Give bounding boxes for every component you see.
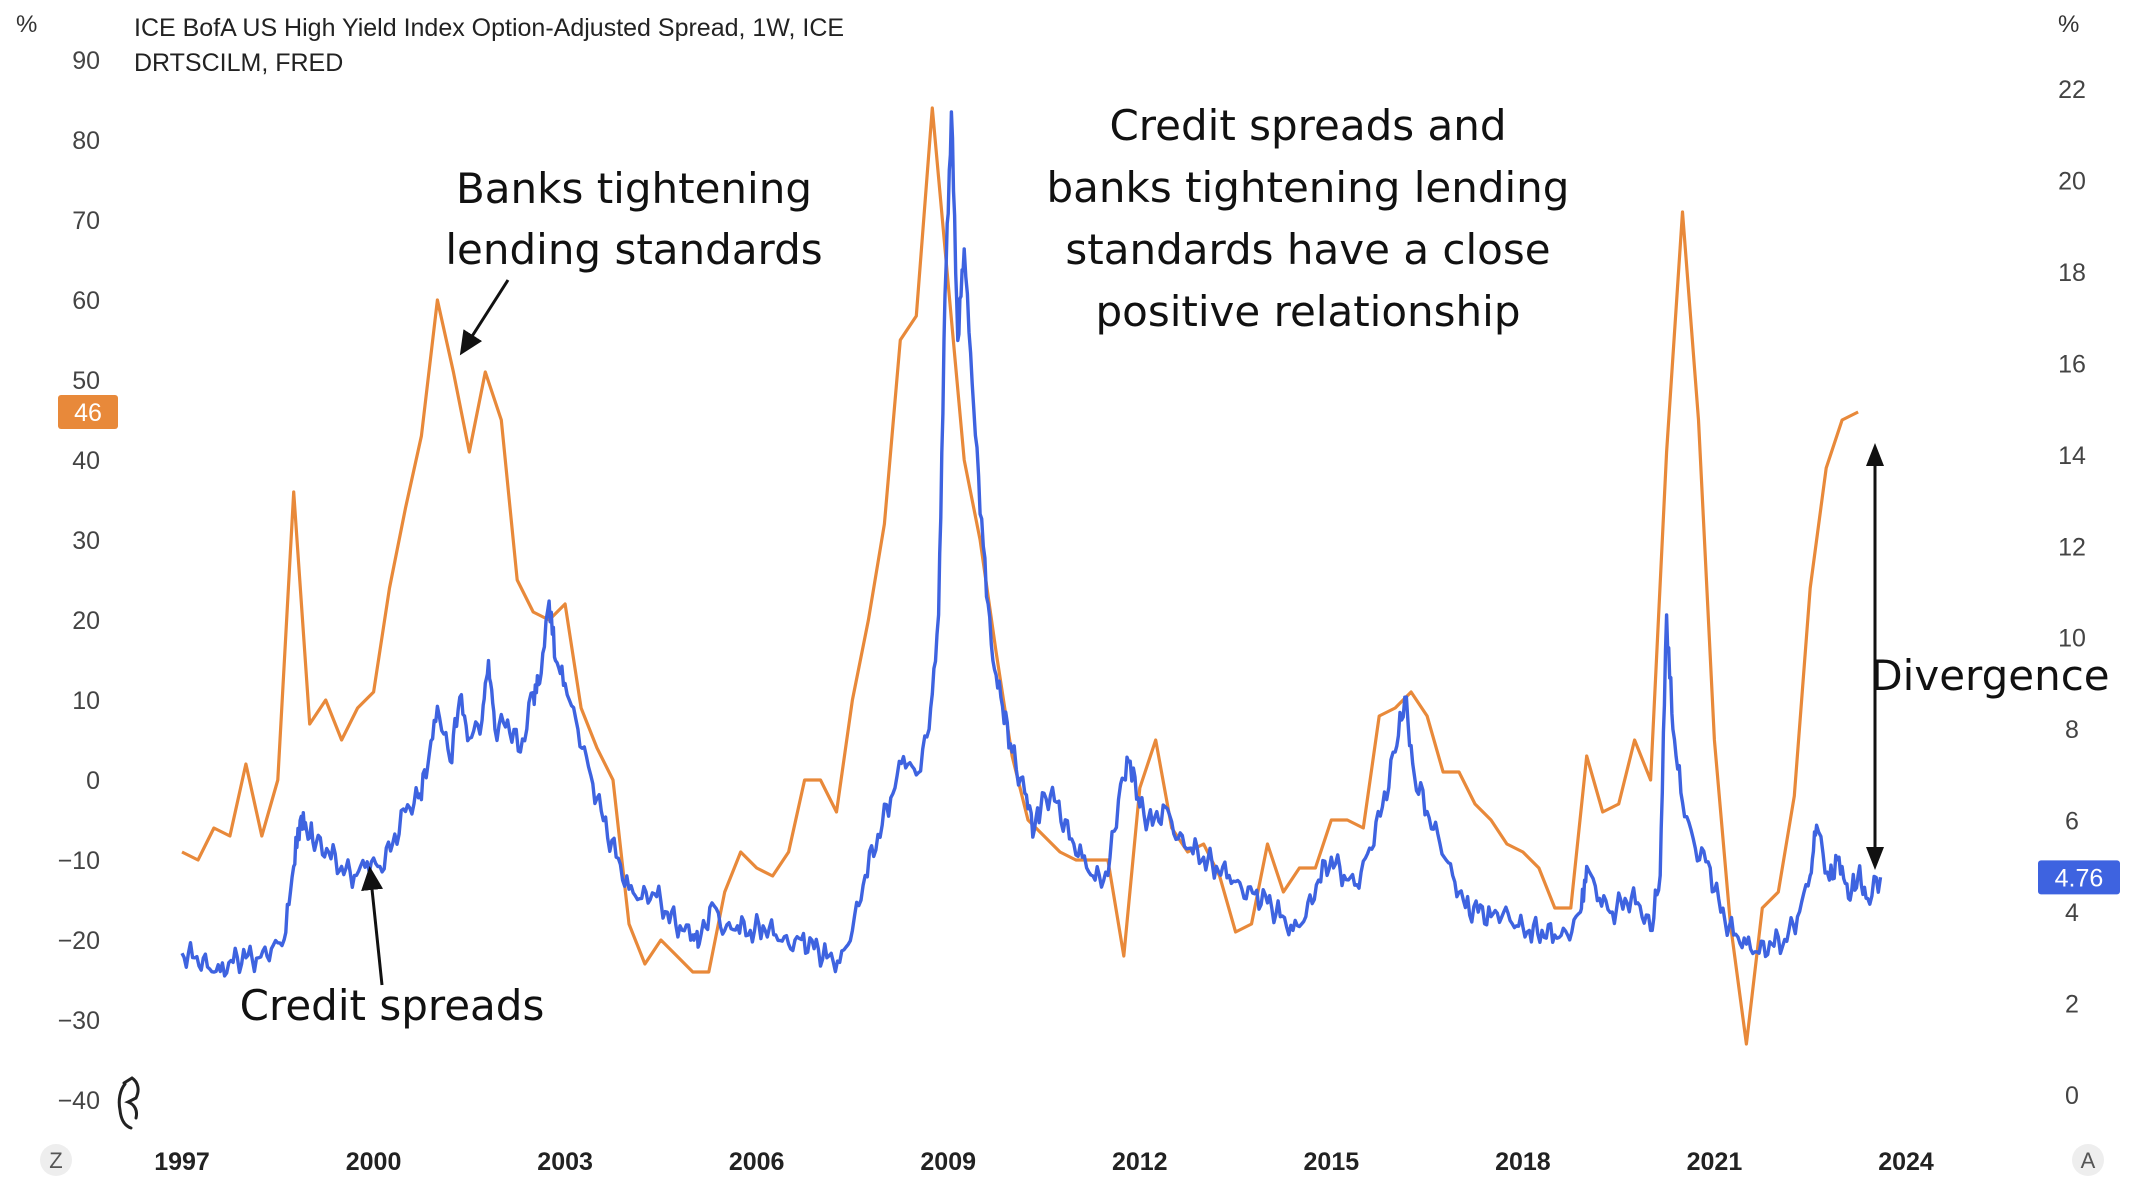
x-tick-label: 2015 [1304,1148,1360,1176]
right-tick-label: 16 [2058,350,2086,378]
right-tick-label: 10 [2058,625,2086,653]
x-tick-label: 2006 [729,1148,785,1176]
svg-text:Z: Z [49,1148,62,1173]
x-tick-label: 2018 [1495,1148,1551,1176]
right-last-value-badge: 4.76 [2038,860,2120,895]
left-last-value-badge: 46 [58,395,118,429]
banks-annotation-arrow [459,279,510,356]
left-tick-label: 80 [72,127,100,155]
x-tick-label: 2012 [1112,1148,1168,1176]
left-tick-label: 90 [72,47,100,75]
right-tick-label: 2 [2065,991,2079,1019]
right-tick-label: 14 [2058,442,2086,470]
right-tick-label: 18 [2058,259,2086,287]
right-tick-label: 8 [2065,716,2079,744]
series-credit-spreads-line [180,110,1883,978]
left-tick-label: 0 [86,767,100,795]
left-tick-label: 70 [72,207,100,235]
left-tick-label: −30 [58,1007,100,1035]
credit-annotation: Credit spreads [240,866,545,1030]
right-tick-label: 22 [2058,76,2086,104]
banks-annotation-line1: Banks tightening [456,164,812,213]
right-axis-unit: % [2058,11,2079,38]
banks-annotation: Banks tightening lending standards [445,164,823,356]
left-tick-label: 60 [72,287,100,315]
credit-annotation-text: Credit spreads [240,981,545,1030]
x-tick-label: 2021 [1687,1148,1743,1176]
right-tick-label: 6 [2065,808,2079,836]
relationship-annotation-line1: Credit spreads and [1109,101,1506,150]
left-tick-label: 20 [72,607,100,635]
chart-title-line1: ICE BofA US High Yield Index Option-Adju… [134,14,844,42]
relationship-annotation-line2: banks tightening lending [1047,163,1570,212]
divergence-annotation: Divergence [1866,443,2110,870]
right-tick-label: 20 [2058,167,2086,195]
banks-annotation-line2: lending standards [445,225,822,274]
left-tick-label: 10 [72,687,100,715]
credit-annotation-arrow [361,866,384,986]
left-tick-label: −10 [58,847,100,875]
chart-title-line2: DRTSCILM, FRED [134,49,343,77]
x-tick-label: 2000 [346,1148,402,1176]
hand-logo-icon [117,1076,140,1130]
x-tick-label: 2009 [920,1148,976,1176]
divergence-arrow-bottom-head [1866,847,1884,870]
divergence-arrow-top-head [1866,443,1884,466]
svg-text:4.76: 4.76 [2055,864,2104,892]
relationship-annotation-line4: positive relationship [1096,287,1521,336]
auto-scale-button[interactable]: A [2072,1144,2104,1176]
left-tick-label: 40 [72,447,100,475]
svg-text:A: A [2081,1148,2096,1173]
x-tick-label: 2003 [537,1148,593,1176]
relationship-annotation-line3: standards have a close [1065,225,1550,274]
relationship-annotation: Credit spreads and banks tightening lend… [1047,101,1570,336]
left-tick-label: 30 [72,527,100,555]
right-tick-label: 4 [2065,899,2079,927]
x-tick-label: 1997 [154,1148,210,1176]
zoom-left-button[interactable]: Z [40,1144,72,1176]
right-tick-label: 0 [2065,1082,2079,1110]
left-axis-unit: % [16,11,37,38]
right-tick-label: 12 [2058,533,2086,561]
series-lending-standards-line [181,106,1859,1046]
left-tick-label: −40 [58,1087,100,1115]
left-tick-label: −20 [58,927,100,955]
svg-text:46: 46 [74,399,102,427]
divergence-annotation-text: Divergence [1870,651,2109,700]
x-axis-ticks: 1997 2000 2003 2006 2009 2012 2015 2018 2021 2024 [154,1148,1934,1176]
x-tick-label: 2024 [1878,1148,1934,1176]
left-axis-ticks: 90 80 70 60 50 40 30 20 10 0 −10 −20 −30 −40 [58,47,100,1115]
left-tick-label: 50 [72,367,100,395]
